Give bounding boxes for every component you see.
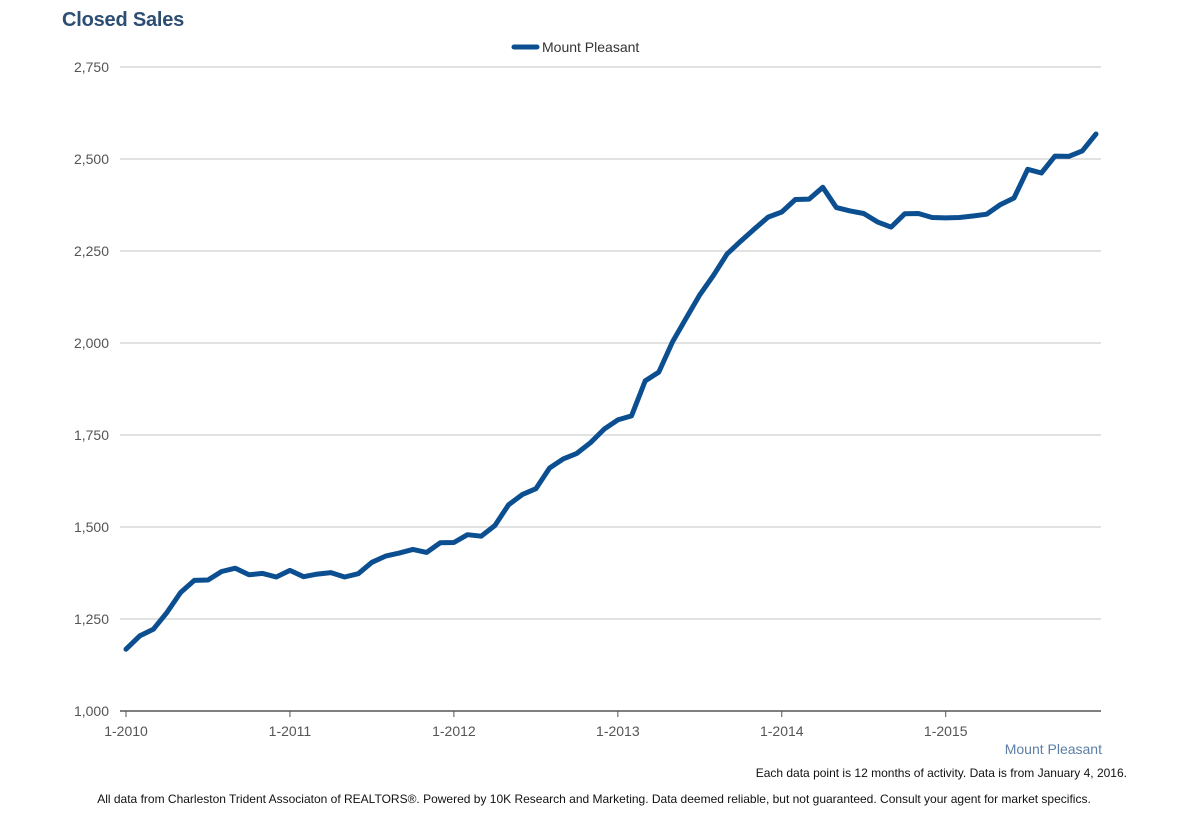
y-tick-label: 1,250 [74,611,109,627]
series-line-mount-pleasant [123,131,1099,652]
x-tick-label: 1-2015 [924,723,968,739]
y-axis-ticks: 1,000 1,250 1,500 1,750 2,000 2,250 2,500 2,750 [74,59,109,719]
y-tick-label: 1,500 [74,519,109,535]
grid-lines [120,66,1101,712]
x-tick-label: 1-2010 [104,723,148,739]
x-tick-label: 1-2012 [432,723,476,739]
x-tick-label: 1-2013 [596,723,640,739]
chart-title: Closed Sales [62,9,185,31]
y-tick-label: 1,750 [74,427,109,443]
legend-label: Mount Pleasant [542,39,639,55]
x-axis-ticks: 1-2010 1-2011 1-2012 1-2013 1-2014 1-2015 [104,711,968,739]
y-tick-label: 1,000 [74,703,109,719]
x-tick-label: 1-2011 [269,723,312,739]
y-tick-label: 2,000 [74,335,109,351]
corner-series-label: Mount Pleasant [1004,741,1102,757]
y-tick-label: 2,250 [74,243,109,259]
x-tick-label: 1-2014 [760,723,804,739]
series-layer [123,131,1099,652]
data-note: Each data point is 12 months of activity… [755,766,1127,780]
legend: Mount Pleasant [511,39,639,55]
y-tick-label: 2,750 [74,59,109,75]
y-tick-label: 2,500 [74,151,109,167]
footer-disclaimer: All data from Charleston Trident Associa… [97,792,1091,806]
